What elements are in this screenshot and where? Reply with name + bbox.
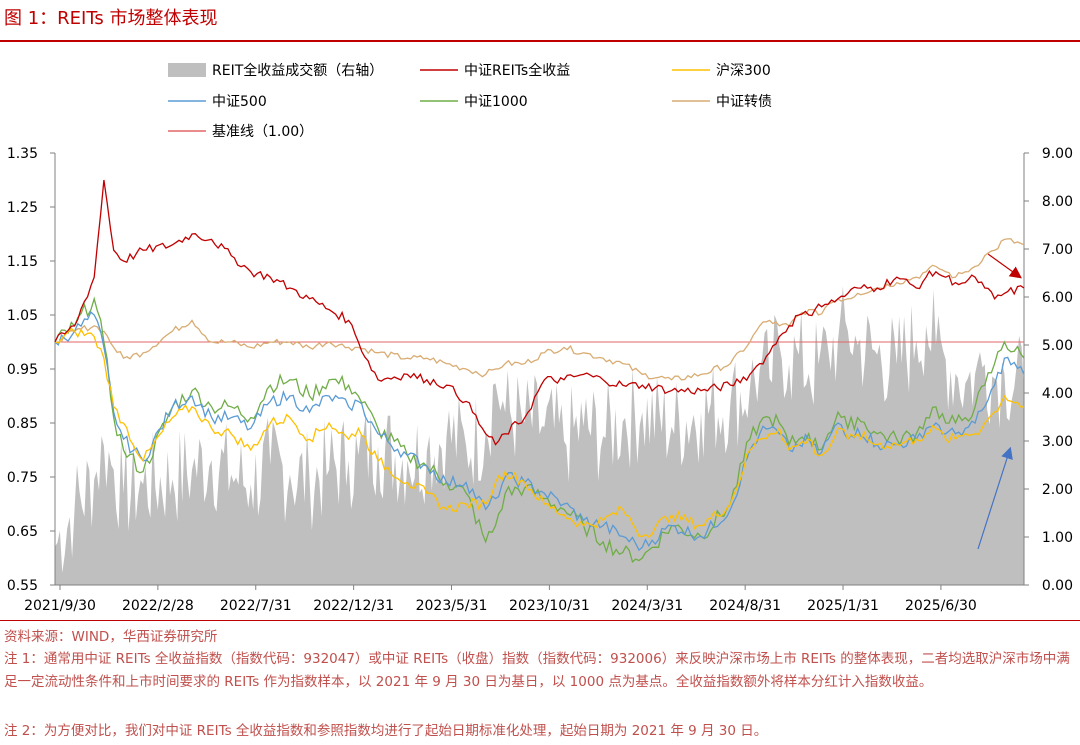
volume-area-layer [55,286,1024,585]
right-tick-label: 0.00 [1042,578,1073,594]
footer-divider [0,620,1080,621]
series-line [54,296,1025,563]
right-tick-label: 8.00 [1042,194,1073,210]
left-tick-label: 1.35 [7,146,38,162]
x-tick-label: 2022/2/28 [122,598,194,614]
left-tick-label: 1.15 [7,254,38,270]
x-tick-label: 2021/9/30 [24,598,96,614]
x-tick-label: 2024/8/31 [709,598,781,614]
arrow-blue [977,446,1013,550]
x-tick-label: 2022/12/31 [313,598,394,614]
x-tick-label: 2023/10/31 [509,598,590,614]
left-tick-label: 0.95 [7,362,38,378]
legend-label: 中证1000 [464,94,528,110]
annotation-arrows [977,253,1022,550]
x-tick-label: 2022/7/31 [220,598,292,614]
right-tick-label: 2.00 [1042,482,1073,498]
volume-area [55,286,1024,585]
legend-label: 基准线（1.00） [212,123,313,140]
left-tick-label: 0.75 [7,470,38,486]
right-tick-label: 4.00 [1042,386,1073,402]
title-divider [0,40,1080,42]
series-line [54,179,1025,446]
right-tick-label: 1.00 [1042,530,1073,546]
arrow-red [987,253,1022,279]
legend-label: 中证500 [212,94,267,110]
footnote-1: 注 1：通常用中证 REITs 全收益指数（指数代码：932047）或中证 RE… [4,651,1070,690]
right-tick-label: 9.00 [1042,146,1073,162]
x-tick-label: 2025/1/31 [807,598,879,614]
left-tick-label: 0.55 [7,578,38,594]
series-line [54,238,1025,381]
reits-performance-chart: REIT全收益成交额（右轴） 中证REITs全收益 沪深300 中证500 中证1000… [7,62,1073,614]
x-tick-label: 2025/6/30 [905,598,977,614]
legend-label: 中证转债 [716,94,772,110]
legend-swatch-area [168,63,206,77]
chart-legend: REIT全收益成交额（右轴） 中证REITs全收益 沪深300 中证500 中证1000… [168,62,772,140]
left-tick-label: 1.05 [7,308,38,324]
footnote-2: 注 2：为方便对比，我们对中证 REITs 全收益指数和参照指数均进行了起始日期… [4,723,768,739]
series-line [54,327,1024,538]
left-tick-label: 1.25 [7,200,38,216]
right-tick-label: 6.00 [1042,290,1073,306]
right-tick-label: 3.00 [1042,434,1073,450]
figure-title: 图 1：REITs 市场整体表现 [4,8,218,29]
right-tick-label: 7.00 [1042,242,1073,258]
left-tick-label: 0.65 [7,524,38,540]
left-tick-label: 0.85 [7,416,38,432]
x-tick-label: 2023/5/31 [416,598,488,614]
chart-axes: 1.35 1.25 1.15 1.05 0.95 0.85 0.75 0.65 0.55 9.00… [7,146,1073,614]
right-tick-label: 5.00 [1042,338,1073,354]
x-tick-label: 2024/3/31 [611,598,683,614]
series-lines [54,179,1025,563]
legend-label: 沪深300 [716,63,771,79]
source-note: 资料来源：WIND，华西证券研究所 [4,629,218,645]
legend-label: 中证REITs全收益 [464,62,570,79]
legend-label: REIT全收益成交额（右轴） [212,62,383,79]
